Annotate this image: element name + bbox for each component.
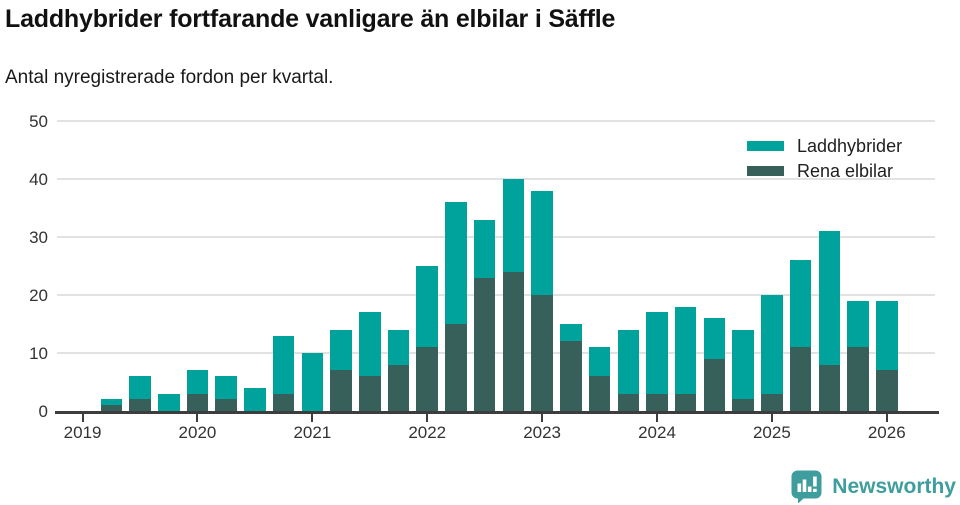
x-axis-year-label: 2026 — [867, 423, 906, 442]
bar-segment-rena-elbilar — [416, 347, 438, 411]
x-axis-year-label: 2022 — [408, 423, 447, 442]
x-axis-tick — [656, 414, 658, 422]
bar-segment-laddhybrider — [531, 190, 553, 295]
bar-segment-laddhybrider — [617, 329, 640, 394]
legend-swatch-rena-elbilar — [747, 166, 784, 176]
bar-segment-rena-elbilar — [847, 347, 869, 411]
bar-segment-laddhybrider — [445, 202, 467, 324]
gridline — [57, 294, 935, 296]
legend-label: Rena elbilar — [797, 160, 894, 181]
x-axis-tick — [770, 414, 773, 422]
gridline — [57, 178, 935, 180]
y-axis-label: 20 — [29, 286, 48, 305]
legend-item: Rena elbilar — [747, 160, 902, 181]
bar-segment-rena-elbilar — [215, 399, 237, 411]
x-axis-year-label: 2020 — [178, 423, 217, 442]
bar-segment-rena-elbilar — [703, 358, 726, 411]
bar-segment-rena-elbilar — [646, 393, 668, 411]
bar-segment-rena-elbilar — [502, 271, 525, 411]
bar-segment-laddhybrider — [473, 219, 496, 278]
bar-segment-laddhybrider — [674, 306, 697, 394]
bar-segment-laddhybrider — [158, 393, 180, 411]
x-axis-tick — [196, 414, 199, 422]
bar-segment-laddhybrider — [359, 312, 381, 377]
page-title: Laddhybrider fortfarande vanligare än el… — [5, 5, 616, 33]
y-axis-label: 0 — [38, 402, 48, 421]
bar-segment-laddhybrider — [732, 329, 754, 400]
bar-segment-rena-elbilar — [272, 393, 295, 411]
y-axis-label: 40 — [29, 170, 48, 189]
page-subtitle: Antal nyregistrerade fordon per kvartal. — [5, 67, 334, 88]
x-axis-tick — [885, 414, 888, 422]
bar-segment-laddhybrider — [847, 300, 869, 348]
bar-segment-rena-elbilar — [818, 364, 841, 411]
legend: Laddhybrider Rena elbilar — [747, 135, 903, 181]
newsworthy-brand-text: Newsworthy — [832, 474, 956, 498]
newsworthy-logo-icon — [791, 470, 822, 503]
bar-segment-rena-elbilar — [531, 295, 553, 411]
x-axis-tick — [311, 414, 314, 422]
bar-segment-rena-elbilar — [789, 347, 812, 411]
gridline — [57, 120, 935, 122]
x-axis-year-label: 2024 — [638, 423, 676, 442]
bar-segment-laddhybrider — [876, 300, 898, 371]
bar-segment-laddhybrider — [646, 312, 668, 394]
gridline — [57, 236, 935, 238]
bar-segment-rena-elbilar — [588, 376, 611, 411]
bar-segment-laddhybrider — [588, 347, 611, 377]
bar-segment-laddhybrider — [186, 370, 209, 394]
x-axis-year-label: 2021 — [293, 423, 332, 442]
bar-segment-rena-elbilar — [387, 364, 410, 411]
bar-segment-rena-elbilar — [560, 341, 582, 411]
x-axis-year-label: 2025 — [752, 423, 791, 442]
bar-segment-laddhybrider — [100, 399, 123, 406]
x-axis-tick — [426, 414, 429, 422]
bar-segment-rena-elbilar — [129, 399, 151, 411]
y-axis-label: 30 — [29, 228, 48, 247]
bar-segment-rena-elbilar — [100, 405, 123, 411]
bar-segment-rena-elbilar — [473, 277, 496, 411]
bar-segment-laddhybrider — [703, 318, 726, 359]
bar-segment-rena-elbilar — [761, 393, 783, 411]
x-axis-tick — [541, 414, 544, 422]
newsworthy-logo: Newsworthy — [790, 469, 956, 504]
legend-item: Laddhybrider — [747, 135, 903, 156]
bar-segment-rena-elbilar — [359, 376, 381, 411]
bar-segment-rena-elbilar — [876, 370, 898, 411]
bar-segment-rena-elbilar — [330, 370, 352, 411]
bar-segment-laddhybrider — [761, 295, 783, 394]
y-axis-label: 10 — [29, 344, 48, 363]
bar-segment-laddhybrider — [301, 353, 324, 411]
legend-swatch-laddhybrider — [747, 141, 784, 151]
bar-segment-laddhybrider — [818, 231, 841, 365]
x-axis-year-label: 2023 — [523, 423, 562, 442]
bar-segment-laddhybrider — [502, 179, 525, 272]
bar-segment-rena-elbilar — [445, 324, 467, 411]
y-axis-label: 50 — [29, 112, 48, 131]
bar-segment-laddhybrider — [560, 324, 582, 342]
bar-segment-rena-elbilar — [674, 393, 697, 411]
x-axis-tick — [81, 414, 84, 422]
bar-segment-laddhybrider — [416, 266, 438, 348]
bar-segment-laddhybrider — [215, 376, 237, 400]
bar-segment-laddhybrider — [129, 376, 151, 400]
bar-segment-rena-elbilar — [617, 393, 640, 411]
gridline — [57, 352, 935, 354]
x-axis-line — [55, 411, 939, 414]
x-axis-year-label: 2019 — [63, 423, 102, 442]
bar-segment-laddhybrider — [387, 329, 410, 365]
bar-segment-laddhybrider — [244, 387, 266, 411]
bar-segment-rena-elbilar — [186, 393, 209, 411]
legend-label: Laddhybrider — [797, 135, 903, 156]
bar-segment-rena-elbilar — [732, 399, 754, 411]
bar-segment-laddhybrider — [272, 335, 295, 394]
bar-segment-laddhybrider — [330, 329, 352, 371]
bar-segment-laddhybrider — [789, 260, 812, 348]
